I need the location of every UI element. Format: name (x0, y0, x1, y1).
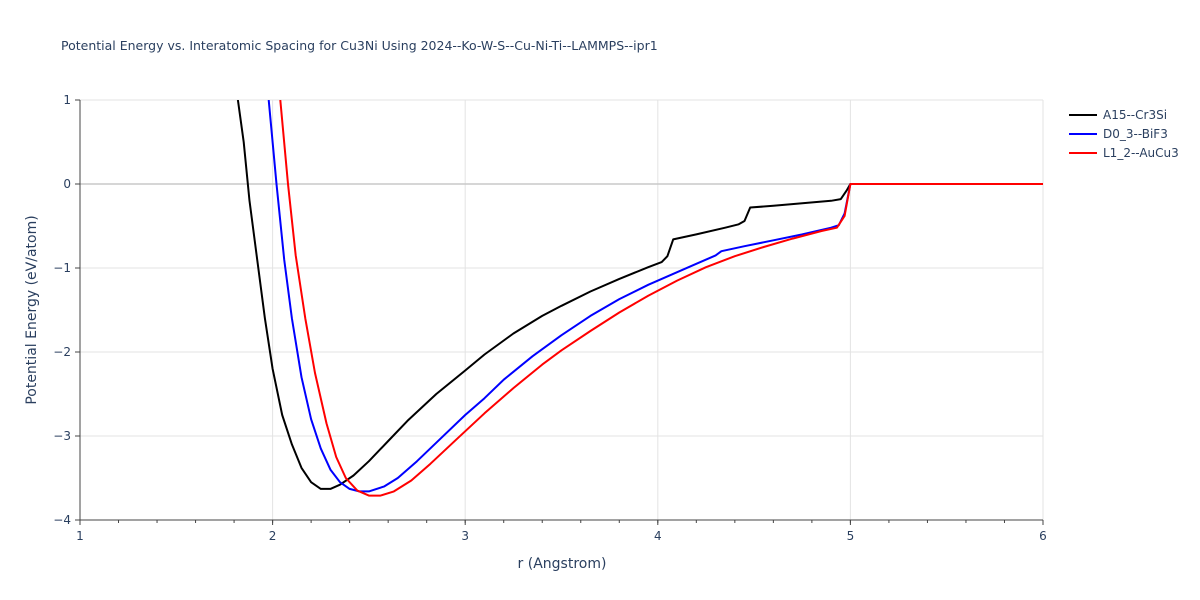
legend-item[interactable]: A15--Cr3Si (1069, 108, 1167, 122)
series-line-2 (279, 100, 1043, 497)
x-tick-label: 1 (76, 529, 84, 543)
series-line-1 (267, 100, 1043, 493)
x-tick-label: 4 (654, 529, 662, 543)
y-tick-label: −2 (53, 345, 71, 359)
x-tick-label: 2 (269, 529, 277, 543)
legend[interactable]: A15--Cr3Si D0_3--BiF3 L1_2--AuCu3 (1069, 108, 1179, 160)
y-tick-label: −1 (53, 261, 71, 275)
legend-item[interactable]: L1_2--AuCu3 (1069, 146, 1179, 160)
x-axis-title: r (Angstrom) (518, 556, 607, 572)
x-tick-label: 6 (1039, 529, 1047, 543)
x-tick-label: 3 (461, 529, 469, 543)
legend-label: A15--Cr3Si (1103, 108, 1167, 122)
legend-label: L1_2--AuCu3 (1103, 146, 1179, 160)
legend-label: D0_3--BiF3 (1103, 127, 1168, 141)
gridlines (80, 99, 1044, 520)
y-axis-title: Potential Energy (eV/atom) (24, 215, 40, 404)
y-tick-label: 1 (63, 93, 71, 107)
legend-item[interactable]: D0_3--BiF3 (1069, 127, 1168, 141)
x-tick-label: 5 (847, 529, 855, 543)
y-axis-ticks: −4 −3 −2 −1 0 1 (53, 93, 80, 527)
series-lines (236, 100, 1043, 497)
y-tick-label: 0 (63, 177, 71, 191)
y-tick-label: −4 (53, 513, 71, 527)
series-line-0 (236, 100, 1043, 490)
y-tick-label: −3 (53, 429, 71, 443)
chart-title: Potential Energy vs. Interatomic Spacing… (61, 38, 658, 53)
x-axis-ticks: 1 2 3 4 5 6 (76, 520, 1047, 543)
axes (79, 100, 1043, 521)
